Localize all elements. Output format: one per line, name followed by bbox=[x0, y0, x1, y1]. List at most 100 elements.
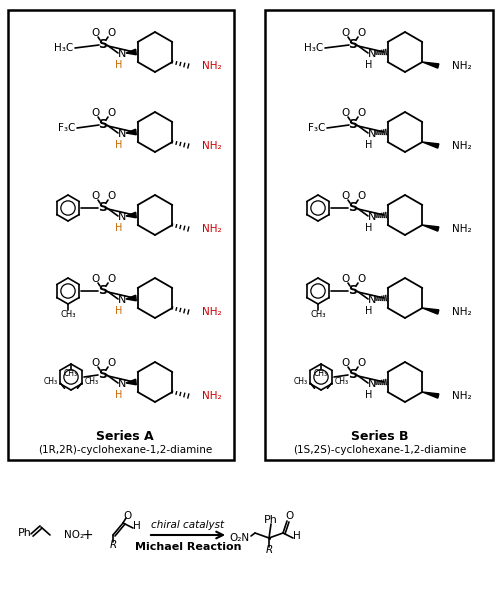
Text: CH₃: CH₃ bbox=[84, 377, 98, 386]
Polygon shape bbox=[126, 295, 136, 301]
Text: N: N bbox=[118, 379, 126, 389]
Text: (1S,2S)-cyclohexane-1,2-diamine: (1S,2S)-cyclohexane-1,2-diamine bbox=[294, 445, 467, 455]
Text: H: H bbox=[116, 60, 122, 70]
Text: R: R bbox=[266, 545, 272, 555]
Text: O: O bbox=[91, 28, 99, 38]
Text: Series A: Series A bbox=[96, 431, 154, 444]
Text: Michael Reaction: Michael Reaction bbox=[135, 542, 242, 552]
Text: CH₃: CH₃ bbox=[310, 309, 326, 318]
Text: H: H bbox=[293, 531, 301, 541]
Text: O: O bbox=[357, 28, 365, 38]
Text: CH₃: CH₃ bbox=[314, 368, 328, 378]
Text: H: H bbox=[366, 60, 372, 70]
Polygon shape bbox=[126, 379, 136, 385]
Text: CH₃: CH₃ bbox=[334, 377, 348, 386]
Text: NH₂: NH₂ bbox=[452, 391, 472, 401]
Text: N: N bbox=[368, 129, 376, 139]
Text: S: S bbox=[348, 200, 358, 214]
Text: O: O bbox=[341, 358, 349, 368]
Text: S: S bbox=[348, 38, 358, 51]
Text: chiral catalyst: chiral catalyst bbox=[152, 520, 224, 530]
Polygon shape bbox=[422, 142, 439, 148]
Text: NH₂: NH₂ bbox=[452, 61, 472, 71]
Text: R: R bbox=[110, 540, 116, 550]
Text: O: O bbox=[91, 358, 99, 368]
Text: S: S bbox=[348, 283, 358, 296]
FancyBboxPatch shape bbox=[265, 10, 493, 460]
Text: H: H bbox=[366, 223, 372, 233]
Text: Series B: Series B bbox=[351, 431, 409, 444]
Text: S: S bbox=[348, 118, 358, 131]
Text: H₃C: H₃C bbox=[304, 43, 323, 53]
Text: N: N bbox=[368, 379, 376, 389]
Text: NH₂: NH₂ bbox=[202, 224, 222, 234]
Text: NH₂: NH₂ bbox=[452, 307, 472, 317]
Text: O₂N: O₂N bbox=[230, 533, 250, 543]
Text: N: N bbox=[118, 49, 126, 59]
Text: O: O bbox=[91, 274, 99, 284]
Text: F₃C: F₃C bbox=[308, 123, 325, 133]
Text: CH₃: CH₃ bbox=[60, 309, 76, 318]
Text: N: N bbox=[368, 212, 376, 222]
Text: O: O bbox=[91, 191, 99, 201]
Text: O: O bbox=[107, 108, 115, 118]
Text: N: N bbox=[368, 49, 376, 59]
Text: O: O bbox=[341, 191, 349, 201]
Text: O: O bbox=[357, 274, 365, 284]
Text: NH₂: NH₂ bbox=[202, 391, 222, 401]
Text: H: H bbox=[366, 306, 372, 316]
Text: N: N bbox=[368, 295, 376, 305]
Text: O: O bbox=[341, 274, 349, 284]
Text: N: N bbox=[118, 212, 126, 222]
Text: O: O bbox=[341, 108, 349, 118]
Text: +: + bbox=[81, 528, 93, 542]
Text: (1R,2R)-cyclohexane-1,2-diamine: (1R,2R)-cyclohexane-1,2-diamine bbox=[38, 445, 212, 455]
Text: O: O bbox=[107, 274, 115, 284]
Polygon shape bbox=[422, 62, 439, 68]
Polygon shape bbox=[422, 308, 439, 314]
Text: H: H bbox=[366, 390, 372, 400]
Text: CH₃: CH₃ bbox=[44, 377, 58, 386]
Polygon shape bbox=[422, 392, 439, 398]
Text: O: O bbox=[285, 511, 293, 521]
Text: CH₃: CH₃ bbox=[64, 368, 78, 378]
Text: H: H bbox=[133, 521, 141, 531]
Text: Ph: Ph bbox=[18, 528, 32, 538]
Text: H: H bbox=[116, 390, 122, 400]
Text: O: O bbox=[107, 28, 115, 38]
Text: Ph: Ph bbox=[264, 515, 278, 525]
Text: NH₂: NH₂ bbox=[452, 224, 472, 234]
Text: S: S bbox=[98, 118, 108, 131]
Text: O: O bbox=[107, 358, 115, 368]
Text: F₃C: F₃C bbox=[58, 123, 75, 133]
Text: N: N bbox=[118, 129, 126, 139]
Text: O: O bbox=[123, 511, 131, 521]
Text: O: O bbox=[91, 108, 99, 118]
Text: H: H bbox=[116, 140, 122, 150]
Text: NH₂: NH₂ bbox=[202, 141, 222, 151]
Text: S: S bbox=[348, 368, 358, 381]
Text: NH₂: NH₂ bbox=[202, 307, 222, 317]
Text: N: N bbox=[118, 295, 126, 305]
Text: S: S bbox=[98, 283, 108, 296]
Text: S: S bbox=[98, 368, 108, 381]
Text: S: S bbox=[98, 200, 108, 214]
Polygon shape bbox=[126, 129, 136, 135]
Text: H: H bbox=[366, 140, 372, 150]
Text: H: H bbox=[116, 306, 122, 316]
Text: S: S bbox=[98, 38, 108, 51]
Text: O: O bbox=[341, 28, 349, 38]
Text: O: O bbox=[357, 108, 365, 118]
Text: NH₂: NH₂ bbox=[452, 141, 472, 151]
Text: O: O bbox=[357, 358, 365, 368]
FancyBboxPatch shape bbox=[8, 10, 234, 460]
Polygon shape bbox=[126, 49, 136, 55]
Text: O: O bbox=[107, 191, 115, 201]
Text: CH₃: CH₃ bbox=[294, 377, 308, 386]
Text: NH₂: NH₂ bbox=[202, 61, 222, 71]
Text: H₃C: H₃C bbox=[54, 43, 73, 53]
Text: O: O bbox=[357, 191, 365, 201]
Text: H: H bbox=[116, 223, 122, 233]
Polygon shape bbox=[422, 225, 439, 231]
Polygon shape bbox=[126, 213, 136, 218]
